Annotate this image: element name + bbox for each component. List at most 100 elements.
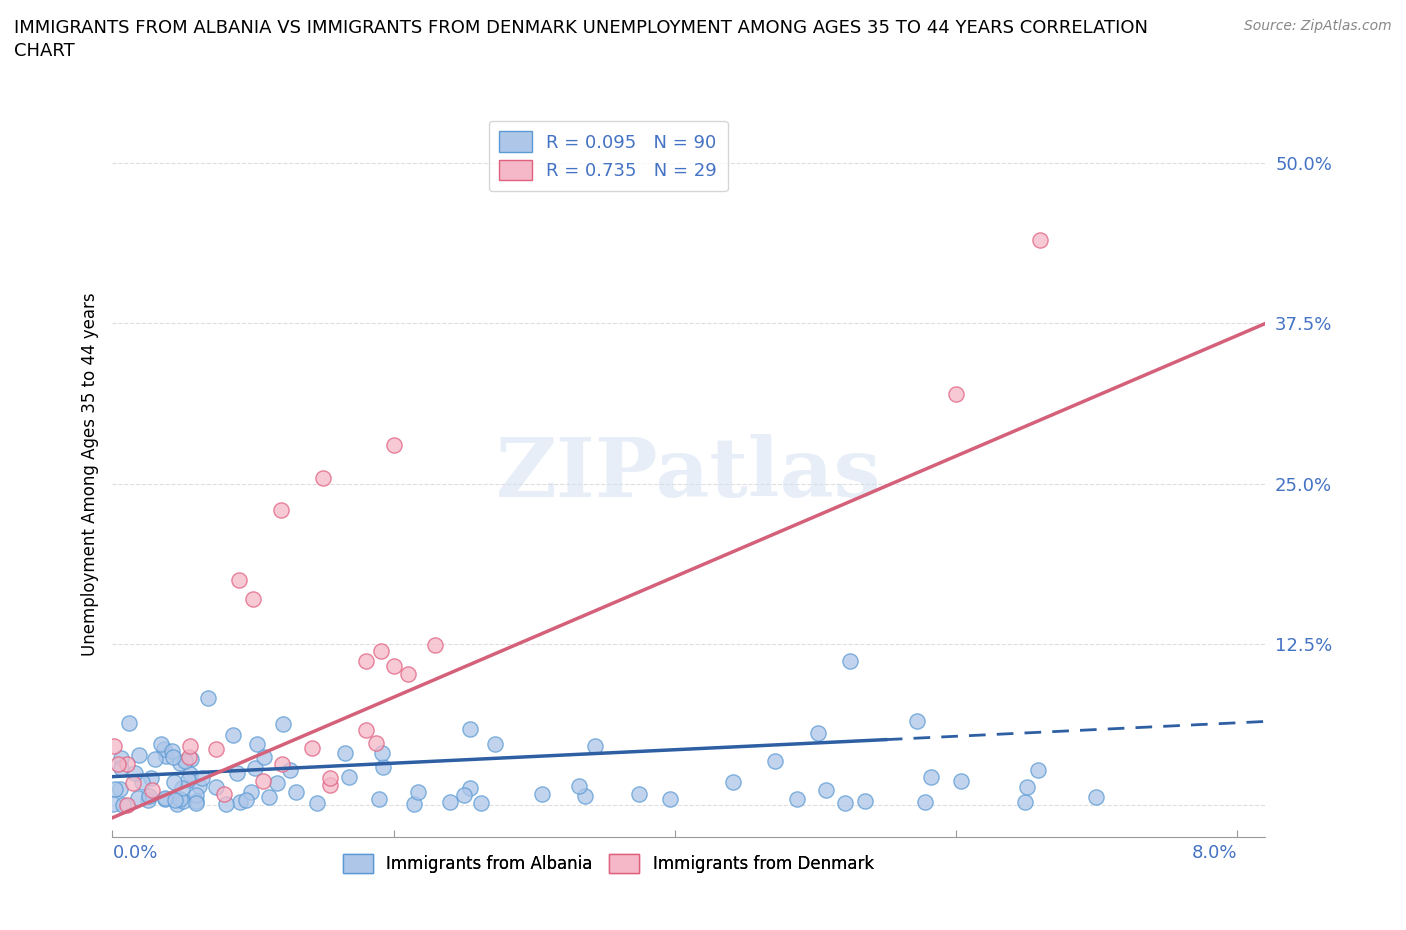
Point (166, 796, 188, 811)
Point (177, 773, 200, 788)
Point (169, 756, 191, 771)
Point (107, 756, 129, 771)
Point (184, 793, 207, 808)
Point (235, 792, 257, 807)
Point (188, 778, 211, 793)
Point (814, 783, 837, 798)
Point (1084, 790, 1107, 804)
Point (1015, 779, 1038, 794)
Point (121, 776, 143, 790)
Point (240, 784, 263, 799)
Point (1029, 232, 1052, 247)
Point (179, 750, 201, 764)
Point (583, 738, 606, 753)
Point (470, 796, 492, 811)
Point (371, 746, 394, 761)
Point (112, 797, 135, 812)
Text: Source: ZipAtlas.com: Source: ZipAtlas.com (1244, 19, 1392, 33)
Point (253, 750, 276, 764)
Point (228, 573, 250, 588)
Point (834, 795, 856, 810)
Point (567, 778, 589, 793)
Point (382, 658, 405, 673)
Point (786, 792, 808, 807)
Point (153, 791, 176, 806)
Point (319, 777, 342, 792)
Point (368, 791, 391, 806)
Text: 8.0%: 8.0% (1192, 844, 1237, 862)
Point (138, 788, 160, 803)
Point (530, 787, 553, 802)
Point (162, 743, 184, 758)
Point (271, 757, 294, 772)
Point (301, 740, 323, 755)
Point (225, 766, 247, 781)
Point (627, 787, 650, 802)
Point (136, 792, 159, 807)
Point (139, 771, 162, 786)
Point (103, 738, 125, 753)
Point (371, 759, 394, 774)
Point (907, 713, 929, 728)
Point (1014, 794, 1036, 809)
Point (163, 775, 186, 790)
Text: 0.0%: 0.0% (112, 844, 157, 862)
Point (110, 761, 132, 776)
Point (458, 780, 481, 795)
Point (104, 782, 127, 797)
Point (245, 761, 267, 776)
Point (252, 774, 274, 789)
Point (179, 766, 201, 781)
Point (335, 746, 357, 761)
Point (184, 788, 207, 803)
Point (212, 787, 235, 802)
Point (402, 796, 425, 811)
Point (163, 792, 186, 807)
Point (307, 796, 329, 811)
Point (179, 739, 201, 754)
Point (117, 715, 139, 730)
Point (153, 792, 176, 807)
Point (205, 741, 228, 756)
Point (284, 784, 307, 799)
Point (108, 781, 131, 796)
Point (180, 751, 202, 766)
Point (222, 728, 245, 743)
Point (101, 796, 124, 811)
Point (484, 737, 506, 751)
Point (853, 793, 876, 808)
Point (246, 737, 269, 751)
Point (271, 716, 294, 731)
Text: IMMIGRANTS FROM ALBANIA VS IMMIGRANTS FROM DENMARK UNEMPLOYMENT AMONG AGES 35 TO: IMMIGRANTS FROM ALBANIA VS IMMIGRANTS FR… (14, 19, 1149, 60)
Point (197, 690, 219, 705)
Point (150, 737, 173, 751)
Point (191, 770, 214, 785)
Text: ZIPatlas: ZIPatlas (496, 434, 882, 514)
Point (229, 795, 252, 810)
Legend: Immigrants from Albania, Immigrants from Denmark: Immigrants from Albania, Immigrants from… (336, 847, 880, 880)
Point (162, 750, 184, 764)
Point (172, 793, 194, 808)
Point (370, 644, 392, 658)
Point (453, 788, 475, 803)
Point (396, 667, 419, 682)
Point (312, 470, 335, 485)
Point (169, 792, 191, 807)
Point (174, 753, 197, 768)
Point (721, 775, 744, 790)
Point (124, 765, 146, 780)
Point (914, 794, 936, 809)
Point (115, 757, 138, 772)
Point (1026, 763, 1049, 777)
Point (458, 721, 481, 736)
Point (425, 637, 447, 652)
Point (439, 795, 461, 810)
Point (280, 763, 302, 777)
Point (184, 795, 207, 810)
Point (110, 751, 132, 765)
Point (807, 725, 830, 740)
Point (127, 790, 149, 805)
Point (945, 387, 967, 402)
Point (382, 438, 405, 453)
Point (920, 769, 942, 784)
